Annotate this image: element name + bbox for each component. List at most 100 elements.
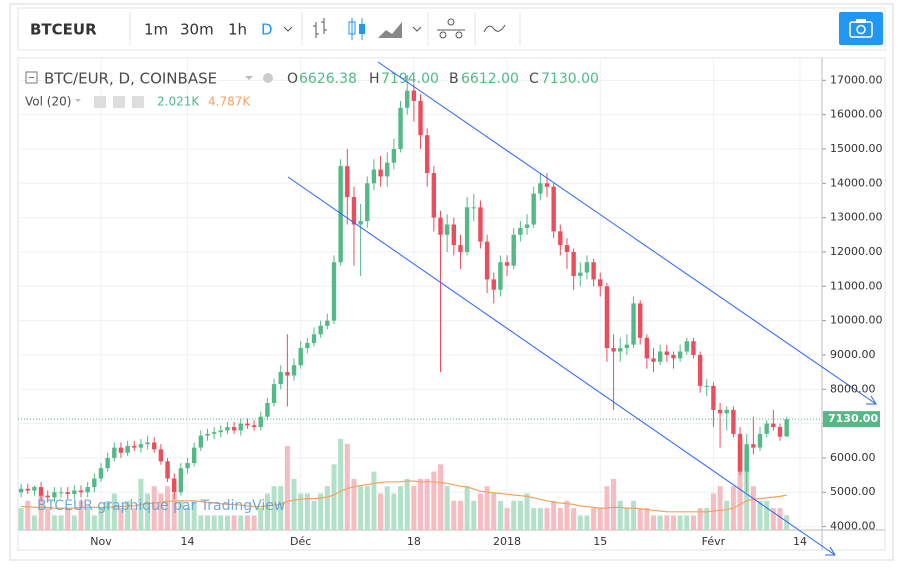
volume-bar bbox=[677, 515, 683, 530]
area-icon[interactable] bbox=[378, 22, 402, 38]
volume-bar bbox=[597, 508, 603, 530]
symbol[interactable]: BTCEUR bbox=[30, 21, 97, 39]
bars-icon[interactable] bbox=[313, 18, 327, 38]
axes: 4000.005000.006000.007000.008000.009000.… bbox=[90, 73, 882, 548]
volume-bar bbox=[38, 493, 44, 530]
candle-body bbox=[125, 445, 130, 453]
volume-bar bbox=[444, 486, 450, 530]
y-tick-label: 13000.00 bbox=[830, 211, 883, 224]
volume-bar bbox=[18, 508, 24, 530]
volume-bar bbox=[457, 500, 463, 530]
volume-bar bbox=[151, 486, 157, 530]
candle-body bbox=[644, 337, 650, 359]
candle-body bbox=[198, 435, 204, 448]
volume-bar bbox=[577, 515, 583, 530]
y-tick-label: 14000.00 bbox=[830, 176, 883, 189]
candles-icon[interactable] bbox=[348, 18, 365, 40]
ohlc-value: 7130.00 bbox=[541, 71, 599, 87]
volume-bar bbox=[704, 508, 710, 530]
candle-body bbox=[378, 169, 383, 177]
candle-body bbox=[664, 351, 670, 355]
volume-bar bbox=[311, 500, 317, 530]
grid bbox=[18, 58, 822, 530]
volume-bar bbox=[557, 508, 563, 530]
candle-body bbox=[405, 90, 410, 108]
settings-icon[interactable] bbox=[263, 73, 273, 83]
settings-icon[interactable] bbox=[113, 96, 125, 108]
volume-bar bbox=[351, 478, 357, 530]
volume-bar bbox=[218, 515, 224, 530]
candle-body bbox=[491, 279, 496, 290]
volume-bar bbox=[491, 493, 497, 530]
candle-body bbox=[771, 423, 776, 428]
volume-bar bbox=[437, 464, 443, 530]
trend-line[interactable] bbox=[377, 61, 877, 405]
candle-body bbox=[611, 348, 616, 352]
candle-body bbox=[424, 135, 430, 173]
candle-body bbox=[371, 169, 377, 184]
volume-bar bbox=[717, 486, 723, 530]
candle-body bbox=[484, 241, 490, 280]
trend-line[interactable] bbox=[287, 176, 836, 556]
candle-body bbox=[578, 272, 583, 276]
interval-dropdown[interactable] bbox=[283, 26, 293, 32]
volume-bar bbox=[764, 500, 770, 530]
volume-bar bbox=[564, 500, 570, 530]
volume-bar bbox=[131, 508, 137, 530]
volume-bar bbox=[204, 515, 210, 530]
volume-dropdown[interactable] bbox=[75, 99, 81, 102]
candle-body bbox=[165, 461, 170, 479]
candle-body bbox=[518, 227, 523, 235]
y-tick-label: 15000.00 bbox=[830, 142, 883, 155]
x-tick-label: Nov bbox=[90, 535, 112, 548]
volume-bar bbox=[58, 515, 64, 530]
volume-bar bbox=[291, 478, 297, 530]
candle-body bbox=[711, 385, 716, 410]
volume-bar bbox=[91, 515, 97, 530]
style-dropdown[interactable] bbox=[412, 26, 422, 32]
last-price-box bbox=[823, 411, 880, 428]
snapshot-button[interactable] bbox=[839, 12, 883, 45]
x-tick-label: 15 bbox=[593, 535, 607, 548]
volume-bar bbox=[98, 508, 104, 530]
candle-body bbox=[92, 478, 97, 488]
volume-ma-line bbox=[21, 480, 787, 513]
volume-bar bbox=[344, 443, 350, 530]
candle-body bbox=[464, 207, 470, 252]
y-tick-label: 6000.00 bbox=[830, 451, 876, 464]
volume-bar bbox=[451, 500, 457, 530]
volume-bar bbox=[191, 500, 197, 530]
interval-active[interactable]: D bbox=[261, 21, 273, 39]
volume-bar bbox=[684, 515, 690, 530]
remove-icon[interactable] bbox=[132, 96, 144, 108]
volume-bar bbox=[471, 500, 477, 530]
y-tick-label: 10000.00 bbox=[830, 314, 883, 327]
series-dropdown[interactable] bbox=[245, 76, 253, 80]
volume-bar bbox=[338, 438, 344, 530]
visibility-icon[interactable] bbox=[94, 96, 106, 108]
volume-bar bbox=[331, 464, 337, 530]
compare-icon[interactable] bbox=[483, 24, 506, 33]
candle-body bbox=[185, 463, 190, 469]
volume-bar bbox=[404, 478, 410, 530]
candle-body bbox=[737, 433, 743, 472]
volume-bar bbox=[411, 486, 417, 530]
ohlc-label: B bbox=[449, 71, 459, 87]
interval[interactable]: 1h bbox=[228, 21, 247, 39]
candle-body bbox=[731, 409, 736, 434]
y-tick-label: 11000.00 bbox=[830, 279, 883, 292]
indicators-icon[interactable] bbox=[437, 18, 465, 39]
x-tick-label: Déc bbox=[290, 535, 311, 548]
volume-bar bbox=[617, 500, 623, 530]
volume-bar bbox=[584, 515, 590, 530]
interval[interactable]: 30m bbox=[180, 21, 214, 39]
volume-bar bbox=[611, 478, 617, 530]
interval[interactable]: 1m bbox=[144, 21, 168, 39]
candle-body bbox=[278, 372, 283, 385]
volume-bar bbox=[125, 500, 131, 530]
candle-body bbox=[78, 490, 84, 493]
candle-body bbox=[498, 262, 503, 290]
candle-body bbox=[598, 279, 603, 287]
volume-bar bbox=[105, 500, 111, 530]
y-tick-label: 12000.00 bbox=[830, 245, 883, 258]
